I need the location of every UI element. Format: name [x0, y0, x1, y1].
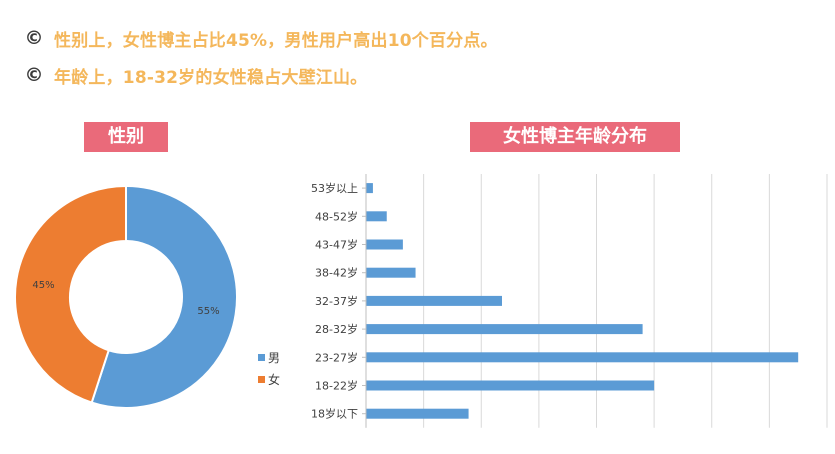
category-tick-label: 23-27岁: [315, 350, 358, 364]
donut-slice-1: [14, 184, 127, 404]
gender-chart-title: 性别: [84, 122, 168, 152]
category-tick-label: 18岁以下: [311, 407, 358, 421]
legend-swatch-1: [258, 376, 265, 383]
copyright-icon: ©: [24, 27, 44, 49]
age-bar: [366, 295, 502, 306]
donut-data-label: 45%: [32, 280, 54, 291]
category-tick-label: 18-22岁: [315, 379, 358, 393]
age-bar: [366, 408, 469, 419]
donut-slice-0: [90, 184, 239, 409]
category-tick-label: 28-32岁: [315, 322, 358, 336]
category-tick-label: 32-37岁: [315, 294, 358, 308]
category-tick-label: 48-52岁: [315, 209, 358, 223]
bullet-text-age: 年龄上，18-32岁的女性稳占大壁江山。: [54, 67, 368, 88]
bullet-text-gender: 性别上，女性博主占比45%，男性用户高出10个百分点。: [54, 30, 498, 51]
age-bar: [366, 380, 655, 391]
gender-donut-chart: 55% 45% 男女: [14, 184, 280, 409]
legend-swatch-0: [258, 354, 265, 361]
copyright-icon: ©: [24, 64, 44, 86]
age-bar-chart: 53岁以上 48-52岁 43-47岁 38-42岁 32-37岁 28-32岁 23-27…: [311, 174, 828, 428]
age-bar: [366, 267, 416, 278]
category-tick-label: 53岁以上: [311, 181, 358, 195]
age-bar: [366, 183, 373, 194]
legend-label: 女: [268, 372, 280, 387]
legend-label: 男: [268, 351, 280, 365]
category-tick-label: 43-47岁: [315, 238, 358, 252]
age-bar: [366, 239, 403, 250]
age-chart-title: 女性博主年龄分布: [470, 122, 680, 152]
age-bar: [366, 211, 387, 222]
bullet-row-gender: © 性别上，女性博主占比45%，男性用户高出10个百分点。: [22, 26, 498, 51]
category-tick-label: 38-42岁: [315, 266, 358, 280]
age-bar: [366, 324, 643, 335]
age-bar: [366, 352, 799, 363]
bullet-row-age: © 年龄上，18-32岁的女性稳占大壁江山。: [22, 63, 368, 88]
donut-data-label: 55%: [197, 306, 219, 317]
